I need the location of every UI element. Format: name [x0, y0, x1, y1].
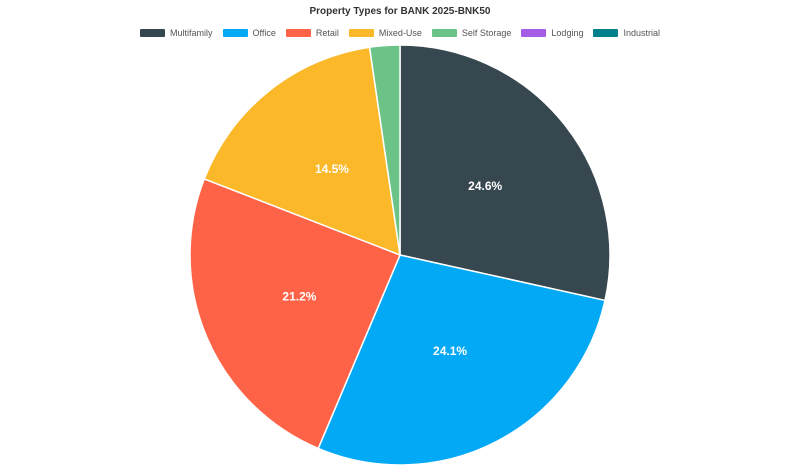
slice-label-office: 24.1%: [433, 344, 467, 358]
legend-swatch: [431, 29, 457, 37]
legend-label: Industrial: [623, 28, 660, 38]
slice-label-retail: 21.2%: [282, 290, 316, 304]
legend-swatch: [593, 29, 619, 37]
slice-label-mixed-use: 14.5%: [315, 162, 349, 176]
legend-swatch: [285, 29, 311, 37]
legend-item-self-storage[interactable]: Self Storage: [431, 28, 512, 38]
pie-slices: [189, 44, 611, 466]
legend-swatch: [222, 29, 248, 37]
pie-slice-retail[interactable]: [189, 177, 401, 450]
legend-item-office[interactable]: Office: [222, 28, 276, 38]
chart-title: Property Types for BANK 2025-BNK50: [309, 6, 491, 17]
legend-swatch: [521, 29, 547, 37]
slice-label-multifamily: 24.6%: [468, 179, 502, 193]
legend-item-industrial[interactable]: Industrial: [593, 28, 660, 38]
legend-item-retail[interactable]: Retail: [285, 28, 339, 38]
chart-legend: Multifamily Office Retail Mixed-Use Self Sto…: [0, 28, 800, 38]
legend-label: Lodging: [551, 28, 584, 38]
legend-label: Self Storage: [461, 28, 512, 38]
legend-item-multifamily[interactable]: Multifamily: [140, 28, 213, 38]
legend-label: Office: [252, 28, 276, 38]
pie-slice-office[interactable]: [317, 254, 606, 466]
legend-swatch: [140, 29, 165, 37]
pie-slice-mixed-use[interactable]: [203, 46, 401, 257]
legend-label: Retail: [315, 28, 339, 38]
legend-item-lodging[interactable]: Lodging: [521, 28, 583, 38]
legend-label: Multifamily: [170, 28, 213, 38]
pie-labels: 24.6% 24.1% 21.2% 14.5%: [282, 162, 502, 358]
pie-slice-self-storage[interactable]: [368, 44, 401, 256]
legend-item-mixed-use[interactable]: Mixed-Use: [348, 28, 422, 38]
legend-label: Mixed-Use: [378, 28, 422, 38]
legend-swatch: [348, 29, 374, 37]
pie-slice-multifamily[interactable]: [399, 44, 611, 302]
